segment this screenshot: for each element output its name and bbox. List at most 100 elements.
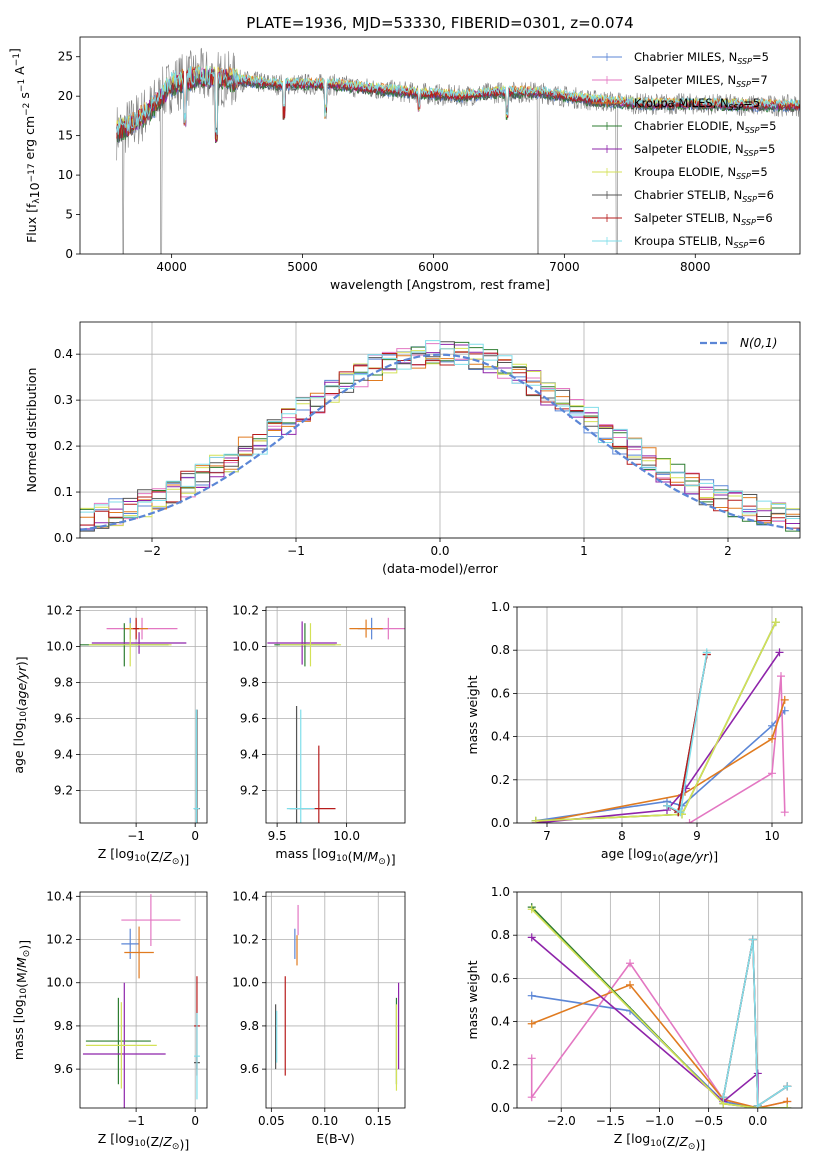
point-kroupa_stelib <box>702 648 711 657</box>
tick-label-x: 0.10 <box>311 1114 338 1128</box>
tick-label-y: 20 <box>58 89 73 103</box>
figure-title: PLATE=1936, MJD=53330, FIBERID=0301, z=0… <box>246 14 633 32</box>
x-axis-label: Z [log10(Z/Z⊙)] <box>98 846 189 867</box>
axes-frame <box>79 891 208 1109</box>
axes-frame <box>516 891 803 1109</box>
axes-frame <box>265 606 406 824</box>
point-salpeter_miles <box>780 808 789 817</box>
tick-label-y: 0.6 <box>491 971 510 985</box>
point-kroupa_elodie <box>783 1104 792 1108</box>
axes-frame <box>79 321 801 539</box>
errorbar-chabrier_elodie <box>85 997 151 1085</box>
tick-label-y: 10.2 <box>46 933 73 947</box>
legend-label-chabrier_elodie: Chabrier ELODIE, NSSP=5 <box>634 119 776 135</box>
tick-label-y: 0.2 <box>491 1058 510 1072</box>
tick-label-y: 0.2 <box>491 773 510 787</box>
x-axis-label: mass [log10(M/M⊙)] <box>275 846 395 867</box>
tick-label-x: 10 <box>764 829 779 843</box>
errorbar-kroupa_elodie <box>88 623 172 667</box>
point-kroupa_stelib <box>783 1082 792 1091</box>
tick-label-y: 9.8 <box>240 1019 259 1033</box>
point-kroupa_miles <box>626 980 635 989</box>
legend-label-normal: N(0,1) <box>740 336 777 350</box>
legend: Chabrier MILES, NSSP=5 Salpeter MILES, NS… <box>592 50 776 250</box>
legend-label-chabrier_stelib: Chabrier STELIB, NSSP=6 <box>634 188 774 204</box>
tick-label-y: 15 <box>58 129 73 143</box>
point-kroupa_stelib <box>719 1093 728 1102</box>
axes-frame <box>265 891 406 1109</box>
errorbar-salpeter_elodie <box>91 632 187 654</box>
tick-label-x: 9 <box>693 829 701 843</box>
panel-massweight_vs_Z: −2.0 −1.5 −1.0 −0.5 0.0 0.0 0.2 0.4 0.6 0.8 1.0 Z [… <box>465 885 803 1152</box>
errorbar-kroupa_elodie <box>85 1002 157 1089</box>
tick-label-y: 10.0 <box>46 640 73 654</box>
panel-massweight_vs_age: 7 8 9 10 0.0 0.2 0.4 0.6 0.8 1.0 age [log10(age/yr… <box>465 600 803 864</box>
point-kroupa_stelib <box>748 935 757 944</box>
tick-label-x: 8000 <box>680 260 711 274</box>
y-axis-label: mass weight <box>465 960 480 1039</box>
tick-label-y: 25 <box>58 50 73 64</box>
tick-label-x: −1 <box>127 1114 145 1128</box>
plot-area <box>531 618 789 823</box>
tick-label-y: 9.6 <box>54 712 73 726</box>
panel-age_vs_Z: −1 0 9.2 9.4 9.6 9.8 10.0 10.2 Z [log10(Z/Z⊙)] ag… <box>11 604 208 867</box>
tick-label-x: −1.5 <box>596 1114 625 1128</box>
tick-label-x: 1 <box>580 544 588 558</box>
x-axis-label: Z [log10(Z/Z⊙)] <box>614 1131 705 1152</box>
tick-label-y: 10.4 <box>46 889 73 903</box>
tick-label-y: 0.3 <box>54 393 73 407</box>
tick-label-y: 9.2 <box>240 784 259 798</box>
point-salpeter_miles <box>777 672 785 681</box>
tick-label-y: 0.0 <box>54 531 73 545</box>
errorbar-kroupa_stelib <box>286 709 315 823</box>
panel-mass_vs_EBV: 0.05 0.10 0.15 9.6 9.8 10.0 10.2 10.4 E(B-V) <box>232 889 406 1146</box>
series-line-salpeter_miles <box>689 676 786 823</box>
tick-label-y: 9.6 <box>240 1062 259 1076</box>
point-kroupa_elodie <box>771 618 780 627</box>
errorbar-salpeter_elodie <box>267 621 337 665</box>
point-salpeter_elodie <box>775 648 784 657</box>
legend-label-chabrier_miles: Chabrier MILES, NSSP=5 <box>634 50 769 66</box>
panel-spectrum: 4000 5000 6000 7000 8000 0 5 10 15 20 25 wavelength… <box>7 36 801 292</box>
series-line-kroupa_elodie <box>535 621 777 822</box>
errorbar-kroupa_miles <box>124 926 154 979</box>
tick-label-y: 10.0 <box>232 976 259 990</box>
legend-label-salpeter_miles: Salpeter MILES, NSSP=7 <box>634 73 768 89</box>
series-line-chabrier_miles <box>535 710 786 822</box>
point-salpeter_miles <box>527 1054 536 1063</box>
tick-label-y: 10.2 <box>232 604 259 618</box>
tick-label-x: 0 <box>191 829 199 843</box>
tick-label-x: 8 <box>618 829 626 843</box>
legend: N(0,1) <box>700 336 777 350</box>
legend-label-kroupa_stelib: Kroupa STELIB, NSSP=6 <box>634 234 765 250</box>
plots-layer: 4000 5000 6000 7000 80000510152025wavelength… <box>7 36 803 1152</box>
point-salpeter_miles <box>527 1093 536 1102</box>
tick-label-y: 0.4 <box>491 1015 510 1029</box>
tick-label-y: 0.8 <box>491 643 510 657</box>
x-axis-label: E(B-V) <box>316 1131 355 1146</box>
tick-label-x: 10.0 <box>333 829 360 843</box>
tick-label-x: −1 <box>127 829 145 843</box>
point-salpeter_miles <box>768 769 776 778</box>
y-axis-label: Flux [fλ10−17 erg cm−2 s−1 A−1] <box>7 48 42 243</box>
y-axis-label: mass [log10(M/M⊙)] <box>11 940 32 1060</box>
y-axis-label: Normed distribution <box>24 368 39 493</box>
x-axis-label: Z [log10(Z/Z⊙)] <box>98 1131 189 1152</box>
tick-label-y: 9.2 <box>54 784 73 798</box>
tick-label-y: 10.2 <box>46 604 73 618</box>
errorbar-kroupa_elodie <box>279 623 342 667</box>
errorbar-kroupa_stelib <box>194 1012 200 1100</box>
series-line-chabrier_elodie <box>535 621 777 822</box>
tick-label-y: 9.8 <box>54 1019 73 1033</box>
x-axis-label: age [log10(age/yr)] <box>601 846 718 864</box>
point-kroupa_stelib <box>663 801 671 810</box>
point-kroupa_elodie <box>531 816 540 823</box>
plot-area <box>267 617 405 823</box>
histogram-salpeter_stelib <box>80 351 800 529</box>
errorbar-salpeter_elodie <box>82 982 166 1108</box>
plot-area <box>80 340 800 532</box>
errorbar-salpeter_miles <box>121 894 181 946</box>
tick-label-y: 0.0 <box>491 816 510 830</box>
tick-label-y: 0.8 <box>491 928 510 942</box>
